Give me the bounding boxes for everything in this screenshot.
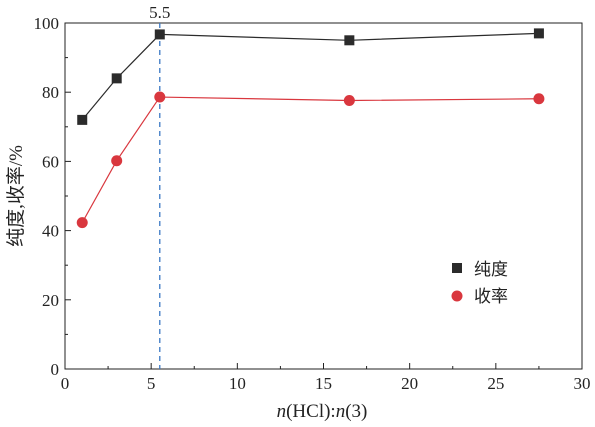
vline-annotation-label: 5.5 bbox=[149, 3, 170, 22]
x-axis-title: n(HCl):n(3) bbox=[277, 401, 368, 422]
plot-frame bbox=[64, 22, 583, 370]
data-point-square bbox=[111, 73, 122, 84]
x-tick-label: 30 bbox=[574, 374, 591, 393]
legend-marker-yield bbox=[451, 290, 463, 302]
legend-label-yield: 收率 bbox=[474, 287, 508, 307]
data-point-square bbox=[77, 114, 88, 125]
x-axis-title-n1: n bbox=[277, 401, 287, 422]
data-point-square bbox=[533, 28, 544, 39]
x-axis-title-end: (3) bbox=[345, 401, 367, 422]
x-tick-label: 0 bbox=[61, 374, 70, 393]
y-tick-label: 40 bbox=[42, 222, 59, 241]
x-tick-label: 20 bbox=[401, 374, 418, 393]
data-point-circle bbox=[343, 95, 355, 107]
y-tick-label: 100 bbox=[34, 14, 60, 33]
y-tick-label: 80 bbox=[42, 83, 59, 102]
y-tick-label: 60 bbox=[42, 152, 59, 171]
x-tick-label: 10 bbox=[229, 374, 246, 393]
series-line-1 bbox=[81, 96, 539, 223]
legend: 纯度 收率 bbox=[451, 260, 508, 307]
y-tick-label: 0 bbox=[51, 360, 60, 379]
data-point-circle bbox=[111, 155, 123, 167]
legend-marker-purity bbox=[452, 263, 462, 273]
legend-label-purity: 纯度 bbox=[474, 260, 508, 280]
x-tick-label: 5 bbox=[147, 374, 156, 393]
x-tick-label: 25 bbox=[487, 374, 504, 393]
series-line-0 bbox=[81, 32, 539, 121]
x-tick-label: 15 bbox=[315, 374, 332, 393]
y-tick-label: 20 bbox=[42, 291, 59, 310]
data-point-circle bbox=[76, 217, 88, 229]
x-axis-title-mid: (HCl): bbox=[286, 401, 336, 422]
data-point-square bbox=[154, 29, 165, 40]
x-axis-title-n2: n bbox=[336, 401, 346, 422]
y-axis-title: 纯度,收率/% bbox=[5, 145, 27, 247]
data-point-square bbox=[344, 35, 355, 46]
data-point-circle bbox=[533, 93, 545, 105]
data-point-circle bbox=[154, 91, 166, 103]
